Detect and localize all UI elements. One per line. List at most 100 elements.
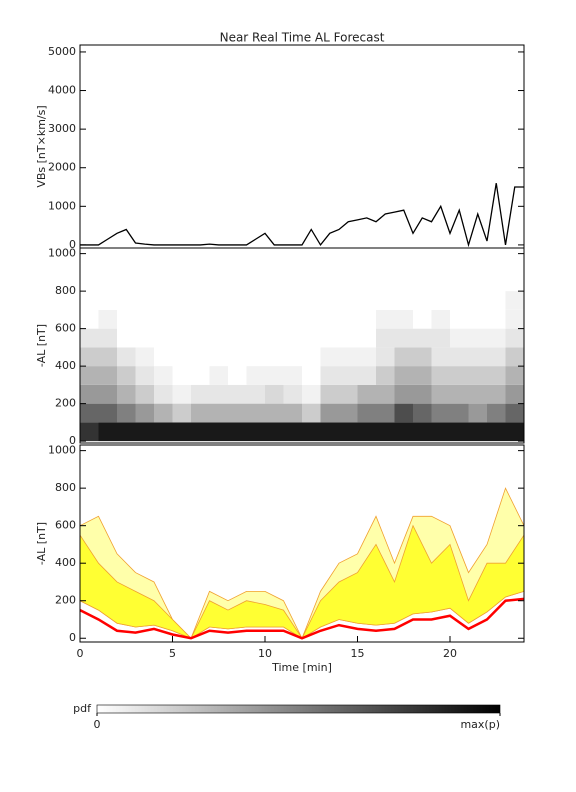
pdf-cell (191, 422, 210, 442)
pdf-cell (339, 403, 358, 423)
pdf-cell (154, 328, 173, 348)
pdf-cell (154, 291, 173, 310)
pdf-cell (80, 328, 99, 348)
pdf-cell (394, 291, 413, 310)
pdf-cell (283, 347, 302, 367)
pdf-cell (191, 384, 210, 404)
pdf-cell (228, 422, 247, 442)
pdf-cell (283, 384, 302, 404)
pdf-cell (376, 291, 395, 310)
y-tick-label: 3000 (48, 122, 76, 135)
pdf-cell (468, 328, 487, 348)
x-tick-label: 15 (351, 647, 365, 660)
pdf-cell (191, 291, 210, 310)
pdf-cell (320, 309, 339, 329)
pdf-cell (450, 328, 469, 348)
y-axis-label: -AL [nT] (35, 324, 48, 367)
pdf-cell (135, 403, 154, 423)
pdf-cell (413, 403, 432, 423)
x-tick-label: 10 (258, 647, 272, 660)
pdf-cell (228, 403, 247, 423)
y-tick-label: 600 (55, 322, 76, 335)
pdf-cell (117, 328, 136, 348)
pdf-cell (172, 291, 191, 310)
pdf-cell (209, 422, 228, 442)
pdf-cell (357, 366, 376, 385)
y-tick-label: 5000 (48, 45, 76, 58)
pdf-cell (320, 347, 339, 367)
pdf-cell (394, 347, 413, 367)
y-axis-label: -AL [nT] (35, 522, 48, 565)
pdf-cell (117, 309, 136, 329)
plot-frame (79, 44, 525, 249)
pdf-cell (487, 291, 506, 310)
pdf-cell (246, 309, 265, 329)
pdf-cell (320, 384, 339, 404)
y-tick-label: 4000 (48, 84, 76, 97)
pdf-cell (357, 384, 376, 404)
pdf-cell (117, 422, 136, 442)
pdf-cell (505, 366, 524, 385)
y-tick-label: 200 (55, 594, 76, 607)
pdf-cell (265, 366, 284, 385)
pdf-cell (413, 309, 432, 329)
y-tick-label: 400 (55, 556, 76, 569)
pdf-cell (320, 291, 339, 310)
pdf-cell (468, 403, 487, 423)
pdf-cell (135, 309, 154, 329)
chart-title: Near Real Time AL Forecast (220, 31, 385, 45)
pdf-cell (394, 309, 413, 329)
pdf-cell (450, 384, 469, 404)
pdf-cell (413, 347, 432, 367)
plot-frame (79, 444, 525, 643)
pdf-cell (117, 347, 136, 367)
pdf-cell (357, 422, 376, 442)
pdf-cell (283, 422, 302, 442)
pdf-cell (302, 403, 321, 423)
pdf-cell (394, 328, 413, 348)
pdf-cell (98, 309, 117, 329)
pdf-cell (431, 309, 450, 329)
pdf-cell (191, 347, 210, 367)
colorbar-tick-label: 0 (94, 718, 101, 731)
pdf-cell (209, 384, 228, 404)
y-tick-label: 600 (55, 519, 76, 532)
pdf-cell (209, 403, 228, 423)
pdf-cell (80, 422, 99, 442)
pdf-cell (154, 309, 173, 329)
pdf-cell (357, 328, 376, 348)
pdf-cell (505, 347, 524, 367)
pdf-cell (209, 347, 228, 367)
pdf-cell (154, 366, 173, 385)
pdf-cell (376, 384, 395, 404)
pdf-cell (98, 366, 117, 385)
y-tick-label: 0 (69, 631, 76, 644)
pdf-cell (265, 422, 284, 442)
pdf-cell (283, 403, 302, 423)
y-tick-label: 0 (69, 238, 76, 251)
pdf-cell (209, 291, 228, 310)
pdf-cell (487, 347, 506, 367)
pdf-cell (505, 291, 524, 310)
pdf-cell (487, 328, 506, 348)
pdf-cell (191, 309, 210, 329)
pdf-cell (246, 366, 265, 385)
x-tick-label: 5 (169, 647, 176, 660)
x-tick-label: 0 (77, 647, 84, 660)
pdf-cell (339, 328, 358, 348)
pdf-cell (413, 366, 432, 385)
pdf-cell (228, 347, 247, 367)
pdf-cell (98, 403, 117, 423)
pdf-cell (320, 328, 339, 348)
pdf-cell (413, 422, 432, 442)
pdf-cell (228, 309, 247, 329)
pdf-cell (80, 403, 99, 423)
pdf-cell (394, 384, 413, 404)
y-tick-label: 1000 (48, 444, 76, 457)
pdf-cell (487, 309, 506, 329)
pdf-cell (80, 347, 99, 367)
pdf-cell (265, 291, 284, 310)
pdf-cell (450, 291, 469, 310)
pdf-cell (376, 328, 395, 348)
